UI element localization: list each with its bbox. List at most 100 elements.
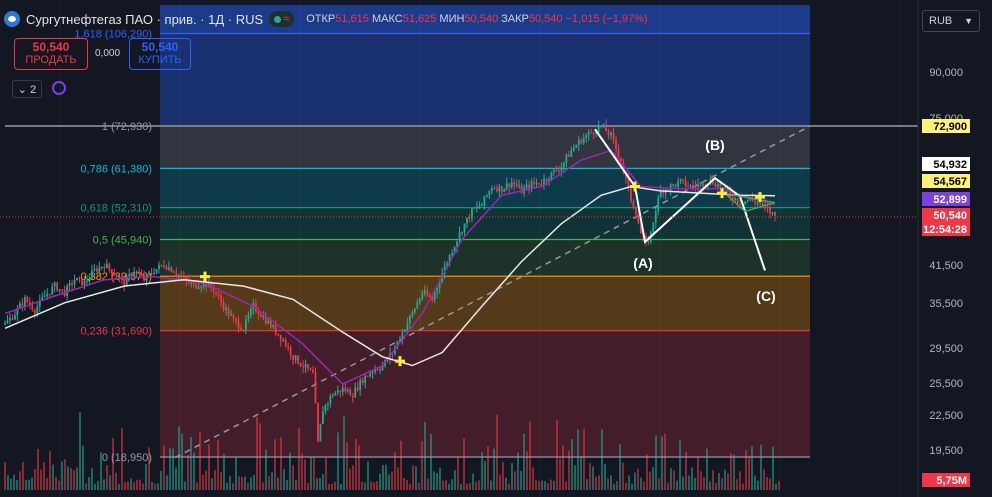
volume-bar xyxy=(205,470,207,490)
candle-body xyxy=(100,266,103,268)
volume-bar xyxy=(64,459,66,490)
candle-body xyxy=(592,132,595,134)
volume-bar xyxy=(58,480,60,490)
candle-body xyxy=(341,387,344,392)
candle-body xyxy=(19,303,21,309)
volume-bar xyxy=(454,470,456,490)
candle-body xyxy=(495,188,498,192)
volume-bar xyxy=(769,478,771,490)
candle-body xyxy=(498,186,501,192)
volume-bar xyxy=(124,481,126,490)
candle-body xyxy=(309,368,312,371)
candle-body xyxy=(453,247,456,254)
candle-body xyxy=(587,132,590,136)
price-axis-tick: 35,500 xyxy=(929,298,963,310)
candle-body xyxy=(595,132,598,134)
candle-body xyxy=(279,334,282,341)
candle-body xyxy=(721,187,724,189)
candle-body xyxy=(520,185,523,194)
candle-body xyxy=(714,183,717,187)
volume-bar xyxy=(106,465,108,490)
candle-body xyxy=(692,185,694,187)
volume-bar xyxy=(268,476,270,490)
buy-button[interactable]: 50,540 КУПИТЬ xyxy=(129,38,191,70)
volume-bar xyxy=(13,474,15,490)
volume-bar xyxy=(775,483,777,490)
volume-bar xyxy=(706,448,708,490)
volume-bar xyxy=(520,470,522,490)
candle-body xyxy=(202,281,205,287)
candle-body xyxy=(225,307,227,310)
candle-body xyxy=(540,184,543,186)
volume-bar xyxy=(136,479,138,490)
candle-body xyxy=(751,198,754,201)
price-tag: 54,567 xyxy=(933,176,967,188)
candle-body xyxy=(148,273,150,275)
candle-body xyxy=(359,379,362,391)
candle-body xyxy=(210,282,213,288)
candle-body xyxy=(739,203,742,205)
cross-marker xyxy=(755,192,765,203)
volume-bar xyxy=(541,480,543,490)
volume-bar xyxy=(103,479,105,490)
candle-body xyxy=(436,287,439,293)
fib-band xyxy=(160,330,810,457)
sell-button[interactable]: 50,540 ПРОДАТЬ xyxy=(14,38,88,70)
indicators-toggle[interactable]: ⌄ 2 xyxy=(12,80,42,98)
volume-bar xyxy=(673,470,675,490)
volume-bar xyxy=(778,481,780,490)
symbol-title[interactable]: Сургутнефтегаз ПАО · прив. · 1Д · RUS xyxy=(26,11,264,27)
price-axis-tick: 25,500 xyxy=(929,378,963,390)
price-tag: 72,900 xyxy=(933,121,967,133)
volume-bar xyxy=(436,473,438,490)
volume-bar xyxy=(22,462,24,490)
candle-body xyxy=(538,183,540,185)
currency-select[interactable]: RUB ▼ xyxy=(922,10,980,32)
volume-bar xyxy=(712,470,714,490)
sell-label: ПРОДАТЬ xyxy=(25,54,77,66)
volume-bar xyxy=(379,473,381,490)
fibonacci-lines xyxy=(5,32,918,458)
volume-bar xyxy=(760,444,762,490)
volume-bar xyxy=(466,483,468,490)
volume-bar xyxy=(304,459,306,490)
candle-body xyxy=(684,180,687,186)
candle-body xyxy=(26,297,29,303)
candle-body xyxy=(572,147,575,151)
candle-body xyxy=(481,204,483,207)
price-tag-bg xyxy=(922,222,970,236)
candle-body xyxy=(312,370,314,373)
volume-bar xyxy=(742,483,744,490)
indicators-count: 2 xyxy=(30,84,37,96)
volume-bar xyxy=(52,464,54,490)
candle-body xyxy=(602,124,605,126)
volume-bar xyxy=(727,473,729,490)
candle-body xyxy=(577,139,580,146)
volume-bar xyxy=(277,477,279,490)
candle-body xyxy=(36,306,39,314)
volume-bar xyxy=(148,447,150,490)
volume-bar xyxy=(130,478,132,490)
candle-body xyxy=(177,274,180,276)
volume-bar xyxy=(646,454,648,490)
price-tag: 54,932 xyxy=(933,159,967,171)
low-value: 50,540 xyxy=(464,13,499,25)
candle-body xyxy=(274,325,277,334)
candle-body xyxy=(428,295,431,297)
candle-body xyxy=(759,203,761,205)
candle-body xyxy=(128,274,131,277)
chevron-down-icon: ⌄ xyxy=(17,84,28,96)
candle-body xyxy=(667,189,670,191)
volume-bar xyxy=(487,446,489,490)
candle-body xyxy=(508,183,511,188)
market-status-pill[interactable]: ≈ xyxy=(269,11,295,27)
volume-bar xyxy=(382,464,384,490)
abc-wave xyxy=(594,128,776,271)
volume-bar xyxy=(142,483,144,490)
candle-body xyxy=(630,186,632,202)
volume-bar xyxy=(298,428,300,490)
candle-body xyxy=(143,275,145,281)
volume-bar xyxy=(37,448,39,490)
wave-label-b: (B) xyxy=(705,137,724,153)
